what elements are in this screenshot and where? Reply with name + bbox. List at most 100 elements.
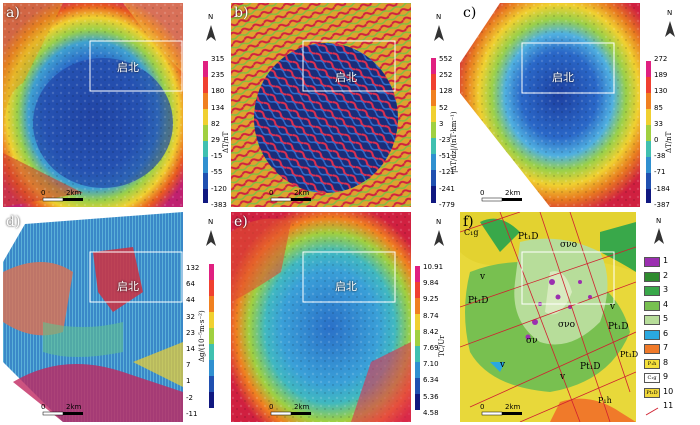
colorbar-tick-label: 5.36 — [423, 392, 439, 401]
legend-number: 4 — [663, 299, 669, 309]
scale-zero: 0 — [480, 403, 485, 411]
scale-dist: 2km — [505, 403, 521, 411]
colorbar-tick-label: -121 — [439, 168, 455, 177]
colorbar-tick-label: 128 — [439, 87, 453, 96]
panel-f: f) N 0 2km Pt₁D σνο Pt₁D σνο σν Pt₁D Pt₁… — [460, 212, 684, 422]
colorbar-tick-label: -120 — [211, 184, 227, 193]
colorbar-unit: Δg/(10⁻⁵m·s⁻²) — [198, 310, 206, 362]
legend-number: 6 — [663, 328, 669, 338]
legend-swatch — [644, 300, 660, 311]
scale-bar — [270, 197, 311, 202]
scale-bar — [42, 197, 83, 202]
colorbar-tick-label: 9.25 — [423, 295, 439, 304]
scale-zero: 0 — [480, 189, 485, 197]
north-arrow-icon — [206, 230, 216, 246]
legend-fault-icon — [645, 407, 659, 416]
colorbar-tick-label: 7 — [186, 361, 191, 370]
colorbar-tick-label: 3 — [439, 119, 444, 128]
geo-label: Pt₁D — [518, 232, 539, 242]
legend-number: 8 — [663, 357, 669, 367]
colorbar-tick-label: 44 — [186, 296, 195, 305]
panel-c-map — [460, 3, 684, 207]
legend-swatch — [644, 271, 660, 282]
colorbar-tick-label: 272 — [654, 55, 668, 63]
north-label: N — [208, 13, 214, 21]
panel-e: e) 启北 N 0 2km 10.91 9.84 9.25 8.74 8.42 7.69 7… — [231, 212, 455, 422]
legend-number: 1 — [663, 256, 669, 265]
panel-b-map — [231, 3, 455, 207]
panel-c-colorbar — [646, 61, 651, 203]
colorbar-tick-label: -383 — [211, 200, 227, 209]
north-label: N — [436, 13, 442, 21]
panel-label: e) — [234, 214, 248, 230]
colorbar-tick-label: 10.91 — [423, 263, 444, 271]
colorbar-tick-label: 64 — [186, 280, 195, 289]
geo-label: Pt₁D — [608, 322, 629, 332]
colorbar-tick-label: -15 — [211, 152, 223, 161]
place-name: 启北 — [552, 71, 574, 84]
colorbar-tick-label: -184 — [654, 184, 670, 193]
colorbar-tick-label: 134 — [211, 103, 225, 112]
geo-label: σνο — [560, 240, 578, 250]
scale-dist: 2km — [66, 189, 82, 197]
legend-swatch: Pt₁D — [644, 387, 660, 398]
legend-swatch — [644, 257, 660, 267]
geo-label: Pt₁D — [468, 296, 489, 306]
geo-label: C₁g — [464, 228, 479, 237]
place-name: 启北 — [335, 280, 357, 293]
geo-label: v — [500, 360, 506, 370]
panel-label: f) — [463, 214, 474, 230]
legend-swatch — [644, 329, 660, 340]
north-arrow-icon — [434, 25, 444, 41]
colorbar-tick-label: 85 — [654, 103, 663, 112]
colorbar-tick-label: 315 — [211, 55, 225, 63]
colorbar-tick-label: 7.69 — [423, 344, 439, 352]
colorbar-tick-label: 29 — [211, 136, 220, 144]
place-name: 启北 — [117, 61, 139, 74]
panel-e-colorbar — [415, 266, 420, 410]
place-name: 启北 — [335, 71, 357, 84]
colorbar-tick-label: -23 — [439, 136, 451, 144]
panel-a-map — [3, 3, 227, 207]
north-arrow-icon — [654, 228, 664, 244]
scale-bar — [270, 411, 311, 416]
colorbar-tick-label: 14 — [186, 345, 195, 353]
geo-label: v — [560, 372, 566, 382]
geo-label: v — [480, 272, 486, 282]
scale-dist: 2km — [294, 403, 310, 411]
legend-number: 10 — [663, 386, 674, 396]
colorbar-tick-label: 8.74 — [423, 311, 439, 320]
panel-f-geologic-map — [460, 212, 684, 422]
panel-label: a) — [6, 5, 20, 21]
scale-zero: 0 — [269, 403, 274, 411]
panel-a: a) 启北 N 0 2km 315 235 180 134 82 29 -15 -55 -120… — [3, 3, 230, 209]
place-name: 启北 — [117, 280, 139, 293]
geo-label: σν — [526, 336, 538, 346]
panel-c: c) 启北 N 0 2km 272 189 130 85 33 0 -38 -71 -184 -3… — [460, 3, 684, 209]
colorbar-tick-label: 1 — [186, 377, 191, 386]
legend-swatch — [644, 344, 660, 354]
legend-swatch: P₁h — [644, 358, 660, 369]
scale-dist: 2km — [505, 189, 521, 197]
geo-label: Pt₁D — [580, 362, 601, 372]
north-label: N — [667, 9, 673, 17]
legend-number: 2 — [663, 270, 669, 280]
colorbar-tick-label: -55 — [211, 168, 223, 177]
colorbar-tick-label: -779 — [439, 200, 455, 209]
scale-dist: 2km — [294, 189, 310, 197]
colorbar-tick-label: -2 — [186, 393, 193, 402]
colorbar-tick-label: -38 — [654, 152, 666, 161]
colorbar-tick-label: -51 — [439, 152, 451, 161]
scale-zero: 0 — [41, 189, 46, 197]
panel-b-colorbar — [431, 58, 436, 203]
colorbar-tick-label: 235 — [211, 71, 225, 80]
panel-e-map — [231, 212, 455, 422]
colorbar-tick-label: 9.84 — [423, 279, 439, 288]
legend-number: 11 — [663, 401, 674, 410]
legend-number: 9 — [663, 372, 669, 381]
scale-zero: 0 — [41, 403, 46, 411]
legend-swatch — [644, 286, 660, 296]
scale-dist: 2km — [66, 403, 82, 411]
scale-bar — [42, 411, 83, 416]
north-label: N — [208, 218, 214, 226]
